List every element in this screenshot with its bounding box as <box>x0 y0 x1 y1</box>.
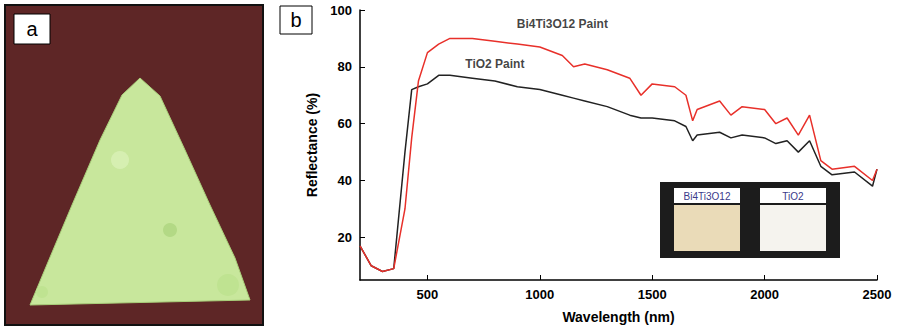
svg-text:2500: 2500 <box>863 287 892 302</box>
svg-text:a: a <box>26 18 38 40</box>
svg-text:b: b <box>290 9 301 31</box>
svg-text:100: 100 <box>330 3 352 18</box>
svg-text:TiO2: TiO2 <box>782 191 804 202</box>
svg-text:TiO2 Paint: TiO2 Paint <box>465 57 524 71</box>
svg-text:Reflectance (%): Reflectance (%) <box>304 93 320 197</box>
svg-text:2000: 2000 <box>750 287 779 302</box>
svg-text:80: 80 <box>338 59 352 74</box>
svg-text:1000: 1000 <box>525 287 554 302</box>
svg-text:Wavelength (nm): Wavelength (nm) <box>562 309 674 325</box>
svg-text:500: 500 <box>417 287 439 302</box>
svg-text:60: 60 <box>338 116 352 131</box>
svg-text:1500: 1500 <box>638 287 667 302</box>
svg-text:Bi4Ti3O12: Bi4Ti3O12 <box>684 191 731 202</box>
svg-text:40: 40 <box>338 173 352 188</box>
svg-text:Bi4Ti3O12 Paint: Bi4Ti3O12 Paint <box>517 17 608 31</box>
svg-text:20: 20 <box>338 230 352 245</box>
